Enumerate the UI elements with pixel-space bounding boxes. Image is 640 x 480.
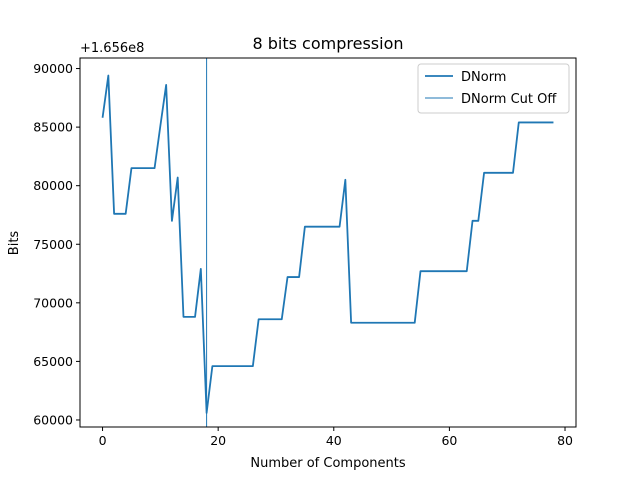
y-axis-label: Bits (7, 231, 22, 256)
y-tick-label: 80000 (33, 178, 73, 193)
plot-area: 0 20 40 60 80 60000 65000 70000 75000 80000 85000 9… (33, 57, 577, 448)
legend-label-cutoff: DNorm Cut Off (461, 92, 557, 107)
y-tick-label: 60000 (33, 412, 73, 427)
x-tick-label: 60 (441, 433, 457, 448)
legend-label-dnorm: DNorm (461, 70, 506, 85)
y-tick-label: 85000 (33, 120, 73, 135)
axes-frame (79, 57, 577, 428)
x-tick-label: 0 (99, 433, 107, 448)
y-tick-label: 65000 (33, 354, 73, 369)
x-axis-label: Number of Components (250, 456, 405, 471)
legend: DNorm DNorm Cut Off (417, 63, 570, 114)
x-tick-label: 40 (326, 433, 342, 448)
y-tick-label: 70000 (33, 295, 73, 310)
legend-box (417, 63, 570, 114)
chart-title: 8 bits compression (252, 34, 403, 53)
x-tick-label: 20 (210, 433, 226, 448)
y-tick-label: 75000 (33, 237, 73, 252)
y-tick-label: 90000 (33, 61, 73, 76)
series-line-dnorm (101, 74, 554, 414)
x-tick-label: 80 (557, 433, 573, 448)
y-offset-label: +1.656e8 (80, 41, 144, 56)
